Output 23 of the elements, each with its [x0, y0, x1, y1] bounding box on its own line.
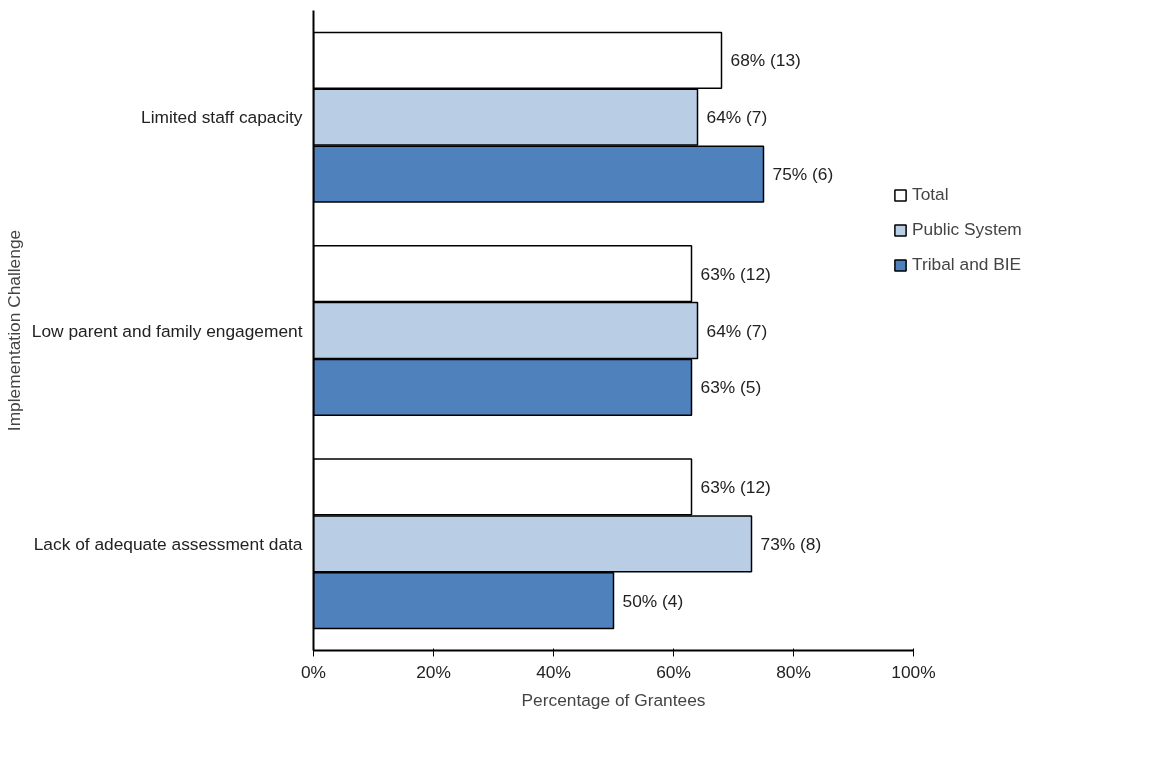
data-label: 75% (6) [772, 164, 834, 185]
legend-label: Tribal and BIE [912, 254, 1022, 275]
x-tick-label: 80% [776, 661, 811, 682]
data-label: 68% (13) [730, 50, 801, 71]
x-tick-label: 40% [536, 661, 571, 682]
legend-label: Public System [912, 219, 1022, 240]
x-tick-label: 60% [656, 661, 691, 682]
x-axis-title: Percentage of Grantees [521, 689, 706, 710]
data-label: 73% (8) [760, 533, 822, 554]
data-label: 63% (12) [700, 476, 771, 497]
y-tick-label: Low parent and family engagement [31, 320, 303, 341]
x-tick-label: 20% [416, 661, 451, 682]
data-label: 50% (4) [622, 590, 684, 611]
y-axis-title: Implementation Challenge [3, 229, 24, 432]
data-label: 64% (7) [706, 320, 768, 341]
legend-label: Total [912, 184, 949, 205]
y-tick-label: Limited staff capacity [141, 107, 303, 128]
data-label: 63% (5) [700, 377, 762, 398]
x-tick-label: 0% [300, 661, 327, 682]
y-tick-label: Lack of adequate assessment data [33, 533, 303, 554]
x-tick-label: 100% [891, 661, 936, 682]
data-label: 63% (12) [700, 263, 771, 284]
data-label: 64% (7) [706, 107, 768, 128]
